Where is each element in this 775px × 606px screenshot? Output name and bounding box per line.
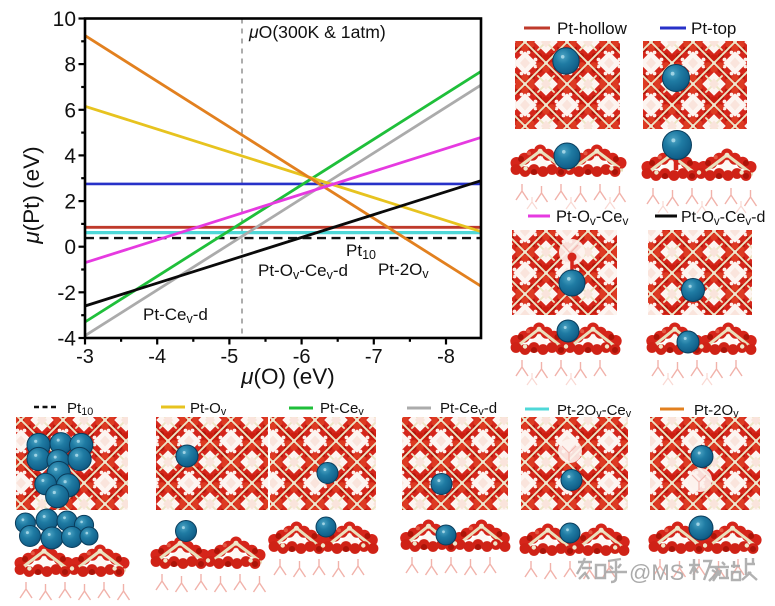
svg-text:-4: -4 [57,328,76,351]
svg-text:Pt-Cev-d: Pt-Cev-d [143,305,208,326]
svg-text:-7: -7 [365,346,383,368]
svg-text:-4: -4 [148,346,166,368]
svg-text:@MS: @MS [629,560,684,585]
svg-text:2: 2 [64,191,76,214]
svg-text:-3: -3 [76,346,94,368]
svg-text:4: 4 [64,145,76,168]
svg-text:Pt-Ov-Cev-d: Pt-Ov-Cev-d [681,209,765,228]
svg-text:Pt-hollow: Pt-hollow [557,19,628,38]
svg-text:Pt-Cev: Pt-Cev [320,400,364,418]
svg-text:-6: -6 [293,346,311,368]
svg-text:-8: -8 [437,346,455,368]
svg-text:μ(O) (eV): μ(O) (eV) [240,364,335,389]
svg-text:Pt-Ov-Cev-d: Pt-Ov-Cev-d [258,261,348,282]
svg-text:Pt10: Pt10 [67,400,93,418]
svg-text:μO(300K & 1atm): μO(300K & 1atm) [248,22,386,42]
svg-text:Pt-top: Pt-top [691,19,736,38]
svg-text:8: 8 [64,54,76,77]
svg-text:-2: -2 [57,282,76,305]
svg-text:-5: -5 [221,346,239,368]
svg-text:6: 6 [64,99,76,122]
svg-text:10: 10 [53,8,76,31]
svg-text:Pt-Ov-Cev: Pt-Ov-Cev [556,208,628,228]
svg-text:Pt-2Ov: Pt-2Ov [378,260,429,281]
svg-text:μ(Pt) (eV): μ(Pt) (eV) [19,146,44,244]
svg-text:Pt-2Ov-Cev: Pt-2Ov-Cev [557,402,632,420]
svg-text:Pt-Ov: Pt-Ov [190,400,227,418]
svg-text:Pt-2Ov: Pt-2Ov [694,402,739,420]
svg-text:0: 0 [64,236,76,259]
svg-text:Pt-Cev-d: Pt-Cev-d [440,400,497,418]
